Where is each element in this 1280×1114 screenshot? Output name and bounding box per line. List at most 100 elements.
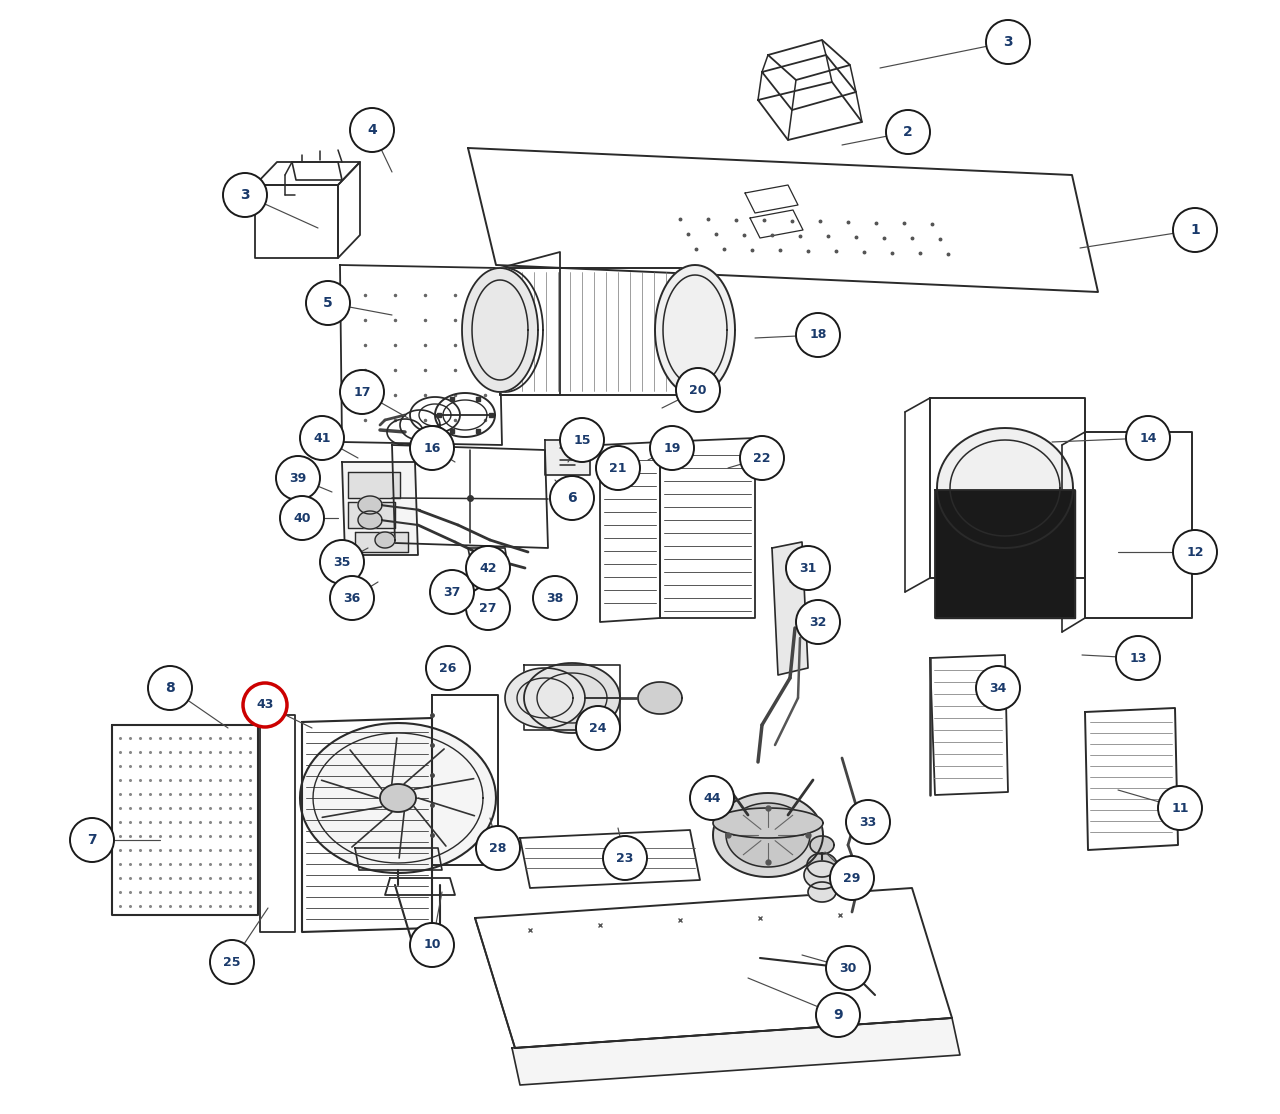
Polygon shape — [512, 1018, 960, 1085]
Circle shape — [596, 446, 640, 490]
Text: 40: 40 — [293, 511, 311, 525]
Circle shape — [426, 646, 470, 690]
Text: 20: 20 — [689, 383, 707, 397]
Text: 27: 27 — [479, 602, 497, 615]
Circle shape — [349, 108, 394, 152]
Text: 30: 30 — [840, 961, 856, 975]
Text: 7: 7 — [87, 833, 97, 847]
Circle shape — [1172, 208, 1217, 252]
Polygon shape — [713, 808, 823, 838]
Polygon shape — [655, 265, 735, 395]
Polygon shape — [637, 682, 682, 714]
Circle shape — [306, 281, 349, 325]
Text: 23: 23 — [616, 851, 634, 864]
Text: 37: 37 — [443, 586, 461, 598]
Circle shape — [430, 570, 474, 614]
Text: 21: 21 — [609, 461, 627, 475]
Circle shape — [223, 173, 268, 217]
Text: 28: 28 — [489, 841, 507, 854]
Polygon shape — [342, 462, 419, 555]
Polygon shape — [348, 472, 399, 498]
Circle shape — [466, 546, 509, 590]
Text: 9: 9 — [833, 1008, 842, 1022]
Text: 18: 18 — [809, 329, 827, 342]
Text: 42: 42 — [479, 561, 497, 575]
Circle shape — [330, 576, 374, 620]
Text: 22: 22 — [753, 451, 771, 465]
Text: 43: 43 — [256, 698, 274, 712]
Circle shape — [690, 776, 733, 820]
Text: 3: 3 — [241, 188, 250, 202]
Circle shape — [796, 600, 840, 644]
Polygon shape — [375, 532, 396, 548]
Text: 16: 16 — [424, 441, 440, 455]
Text: 25: 25 — [223, 956, 241, 968]
Text: 36: 36 — [343, 592, 361, 605]
Circle shape — [148, 666, 192, 710]
Text: 31: 31 — [799, 561, 817, 575]
Text: 44: 44 — [703, 792, 721, 804]
Circle shape — [676, 368, 719, 412]
Circle shape — [1116, 636, 1160, 680]
Text: 41: 41 — [314, 431, 330, 444]
Text: 29: 29 — [844, 871, 860, 885]
Polygon shape — [380, 784, 416, 812]
Text: 26: 26 — [439, 662, 457, 674]
Circle shape — [550, 476, 594, 520]
Circle shape — [786, 546, 829, 590]
Circle shape — [796, 313, 840, 356]
Polygon shape — [524, 663, 620, 733]
Text: 14: 14 — [1139, 431, 1157, 444]
Text: 39: 39 — [289, 471, 307, 485]
Text: 38: 38 — [547, 592, 563, 605]
Polygon shape — [772, 543, 808, 675]
Polygon shape — [462, 268, 538, 392]
Polygon shape — [934, 490, 1075, 618]
Polygon shape — [300, 723, 497, 873]
Text: 24: 24 — [589, 722, 607, 734]
Circle shape — [1172, 530, 1217, 574]
Text: 5: 5 — [323, 296, 333, 310]
Text: 11: 11 — [1171, 801, 1189, 814]
Circle shape — [829, 856, 874, 900]
Circle shape — [476, 825, 520, 870]
Circle shape — [603, 836, 646, 880]
Polygon shape — [810, 836, 835, 854]
Polygon shape — [808, 882, 836, 902]
Circle shape — [320, 540, 364, 584]
Circle shape — [886, 110, 931, 154]
Circle shape — [1158, 786, 1202, 830]
Circle shape — [576, 706, 620, 750]
Text: 19: 19 — [663, 441, 681, 455]
Polygon shape — [806, 853, 837, 877]
Circle shape — [977, 666, 1020, 710]
Circle shape — [561, 418, 604, 462]
Polygon shape — [713, 793, 823, 877]
Circle shape — [986, 20, 1030, 63]
Polygon shape — [804, 861, 840, 889]
Circle shape — [846, 800, 890, 844]
Circle shape — [650, 426, 694, 470]
Circle shape — [410, 924, 454, 967]
Circle shape — [340, 370, 384, 414]
Polygon shape — [358, 511, 381, 529]
Circle shape — [300, 416, 344, 460]
Circle shape — [817, 993, 860, 1037]
Polygon shape — [355, 532, 408, 553]
Circle shape — [243, 683, 287, 727]
Polygon shape — [545, 440, 590, 475]
Circle shape — [1126, 416, 1170, 460]
Text: 32: 32 — [809, 616, 827, 628]
Circle shape — [740, 436, 783, 480]
Circle shape — [280, 496, 324, 540]
Text: 33: 33 — [859, 815, 877, 829]
Text: 3: 3 — [1004, 35, 1012, 49]
Circle shape — [70, 818, 114, 862]
Text: 4: 4 — [367, 123, 376, 137]
Circle shape — [410, 426, 454, 470]
Text: 35: 35 — [333, 556, 351, 568]
Polygon shape — [726, 803, 810, 867]
Text: 6: 6 — [567, 491, 577, 505]
Text: 13: 13 — [1129, 652, 1147, 664]
Text: 34: 34 — [989, 682, 1006, 694]
